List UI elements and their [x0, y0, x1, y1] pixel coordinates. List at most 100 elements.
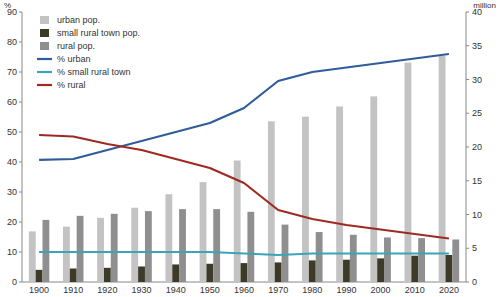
bar — [77, 216, 84, 282]
y-tick-label: 20 — [7, 217, 17, 227]
y2-tick — [466, 79, 469, 80]
bar — [384, 237, 391, 282]
bar — [36, 270, 43, 282]
bar — [138, 266, 145, 282]
x-tick-label: 1910 — [63, 285, 83, 295]
y2-tick-label: 35 — [472, 41, 482, 51]
x-tick-label: 1920 — [97, 285, 117, 295]
bar — [104, 268, 111, 282]
y-tick — [19, 162, 22, 163]
x-tick-label: 1930 — [132, 285, 152, 295]
bar — [172, 264, 179, 282]
x-tick-label: 1970 — [268, 285, 288, 295]
bar — [213, 209, 220, 282]
y-tick-label: 80 — [7, 37, 17, 47]
legend: urban pop. small rural town pop. rural pop… — [37, 15, 140, 90]
bar — [145, 211, 152, 282]
x-tick-label: 2010 — [405, 285, 425, 295]
y2-tick — [466, 12, 469, 13]
bar — [111, 214, 118, 282]
y2-tick-label: 10 — [472, 210, 482, 220]
legend-label: % rural — [57, 80, 86, 90]
legend-swatch — [37, 71, 52, 73]
y2-tick-label: 15 — [472, 176, 482, 186]
bar — [452, 239, 459, 282]
y2-tick-label: 30 — [472, 75, 482, 85]
y2-tick — [466, 45, 469, 46]
y-tick — [19, 102, 22, 103]
y2-tick — [466, 113, 469, 114]
legend-label: rural pop. — [57, 41, 95, 51]
bar — [247, 212, 254, 282]
bar — [418, 238, 425, 282]
chart: 0102030405060708090051015202530354019001… — [0, 0, 500, 297]
y-tick-label: 60 — [7, 97, 17, 107]
y-tick — [19, 282, 22, 283]
y-tick — [19, 42, 22, 43]
x-tick-label: 2020 — [439, 285, 459, 295]
y2-tick — [466, 282, 469, 283]
bar — [206, 264, 213, 282]
x-tick-label: 1950 — [200, 285, 220, 295]
bar — [165, 194, 172, 282]
bar — [200, 182, 207, 282]
bar — [70, 269, 77, 283]
bar — [179, 209, 186, 282]
y-axis-label: % — [4, 1, 11, 10]
y-tick-label: 40 — [7, 157, 17, 167]
legend-swatch — [40, 42, 49, 50]
x-tick-label: 1940 — [166, 285, 186, 295]
legend-label: small rural town pop. — [57, 28, 140, 38]
y2-tick — [466, 180, 469, 181]
y2-tick — [466, 248, 469, 249]
bar — [411, 256, 418, 282]
legend-label: % urban — [57, 54, 91, 64]
bar — [439, 56, 446, 282]
bar — [131, 208, 138, 282]
line — [39, 252, 449, 255]
bar — [63, 227, 70, 282]
y2-axis-label: million — [473, 1, 496, 10]
bar — [302, 117, 309, 282]
x-tick-label: 2000 — [371, 285, 391, 295]
y2-tick — [466, 147, 469, 148]
x-tick-label: 1980 — [302, 285, 322, 295]
bar — [282, 225, 289, 282]
y-tick — [19, 252, 22, 253]
bar — [241, 263, 248, 282]
y-tick-label: 70 — [7, 67, 17, 77]
y2-tick — [466, 214, 469, 215]
y-tick — [19, 222, 22, 223]
bar — [377, 258, 384, 282]
legend-swatch — [37, 58, 52, 60]
y2-tick-label: 0 — [472, 277, 477, 287]
line — [39, 135, 449, 239]
plot-area — [29, 54, 459, 282]
bar — [336, 107, 343, 283]
bar — [29, 231, 36, 282]
x-tick-label: 1960 — [234, 285, 254, 295]
x-tick-label: 1990 — [336, 285, 356, 295]
y-tick — [19, 132, 22, 133]
legend-label: urban pop. — [57, 15, 100, 25]
y-tick-label: 0 — [12, 277, 17, 287]
bar — [343, 260, 350, 282]
x-tick-label: 1900 — [29, 285, 49, 295]
bar — [446, 255, 453, 282]
bar — [405, 63, 412, 282]
bar — [97, 218, 104, 282]
y-tick — [19, 192, 22, 193]
y-tick — [19, 72, 22, 73]
legend-swatch — [37, 84, 52, 86]
bar — [350, 235, 357, 282]
y2-tick-label: 20 — [472, 142, 482, 152]
line — [39, 54, 449, 160]
bar — [309, 260, 316, 282]
legend-label: % small rural town — [57, 67, 131, 77]
y-tick — [19, 12, 22, 13]
y2-tick-label: 5 — [472, 243, 477, 253]
legend-swatch — [40, 16, 49, 24]
bar — [275, 262, 282, 282]
bar — [316, 232, 323, 282]
y-tick-label: 30 — [7, 187, 17, 197]
